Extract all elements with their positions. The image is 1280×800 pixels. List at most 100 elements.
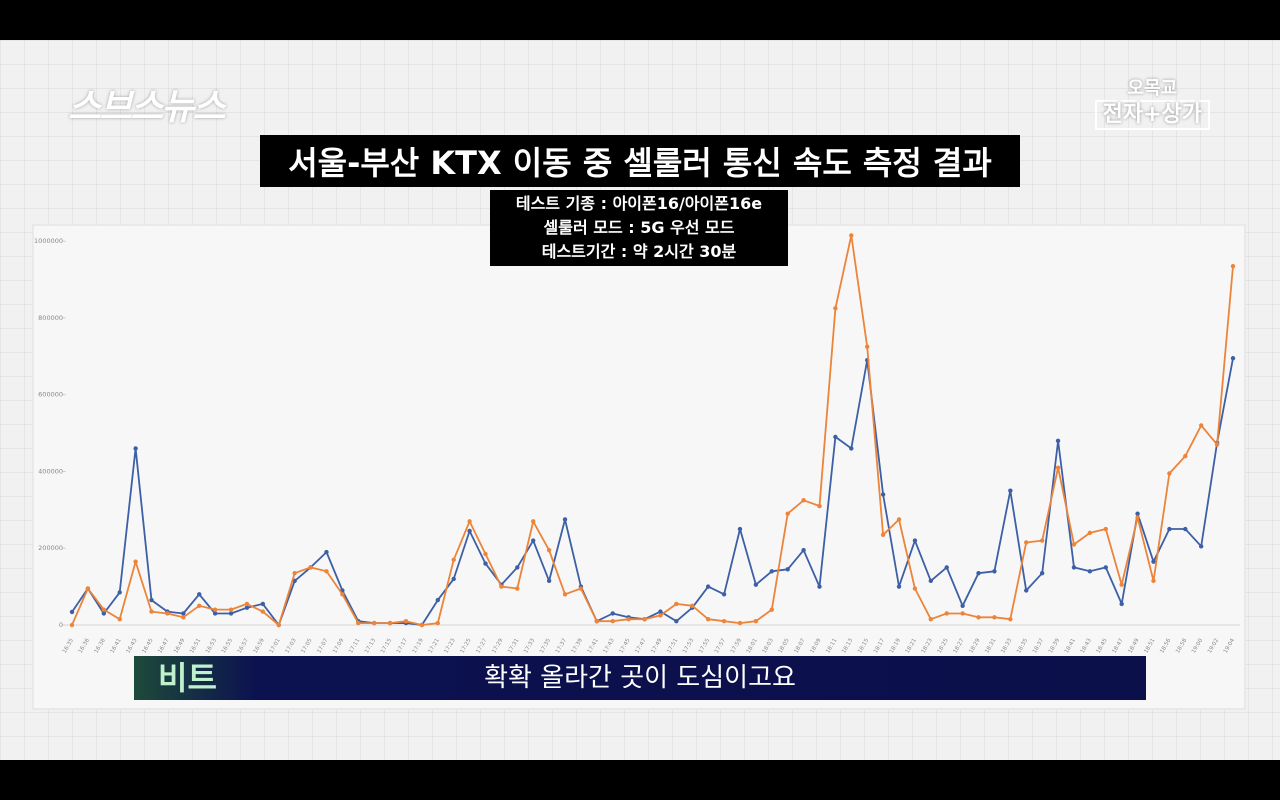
data-point (340, 592, 345, 597)
data-point (546, 578, 552, 584)
data-point (499, 584, 504, 589)
series-line (71, 358, 1234, 626)
data-point (562, 517, 568, 522)
data-point (737, 620, 743, 626)
data-point (1183, 526, 1188, 532)
data-point (1055, 465, 1061, 470)
data-point (1198, 423, 1204, 428)
data-point (896, 584, 902, 589)
data-point (260, 601, 266, 607)
subtitle-line: 테스트기간 : 약 2시간 30분 (541, 242, 737, 261)
caption-bar: 확확 올라간 곳이 도심이고요 비트 (134, 656, 1146, 700)
data-point (101, 611, 107, 616)
data-point (960, 603, 965, 609)
data-point (260, 609, 266, 614)
data-point (165, 611, 170, 616)
data-point (880, 492, 886, 497)
data-point (133, 446, 138, 451)
corner-top: 오목교 (1127, 78, 1178, 99)
data-point (785, 567, 790, 572)
data-point (769, 569, 774, 574)
data-point (944, 611, 949, 616)
data-point (849, 233, 854, 238)
data-point (1230, 356, 1236, 361)
data-point (801, 498, 806, 503)
data-point (674, 618, 679, 624)
data-point (721, 618, 727, 624)
y-tick-label: 800000 (38, 314, 63, 322)
data-point (1167, 526, 1172, 532)
data-point (1055, 438, 1061, 443)
data-point (371, 620, 377, 626)
data-point (1071, 542, 1077, 547)
data-point (85, 586, 91, 591)
y-tick-label: 600000 (38, 391, 63, 399)
data-point (515, 586, 520, 591)
data-point (849, 446, 854, 451)
data-point (562, 592, 568, 597)
data-point (1151, 559, 1156, 564)
data-point (912, 586, 918, 591)
data-point (1214, 442, 1220, 447)
data-point (69, 622, 75, 628)
data-point (944, 565, 949, 570)
data-point (324, 549, 329, 555)
data-point (865, 344, 870, 349)
data-point (976, 615, 981, 620)
data-point (833, 306, 838, 311)
data-point (387, 620, 393, 626)
data-point (117, 590, 122, 595)
data-point (1135, 511, 1140, 516)
data-point (356, 620, 361, 626)
data-point (992, 569, 997, 574)
data-point (1071, 565, 1077, 570)
data-point (912, 538, 918, 543)
data-point (117, 617, 122, 622)
data-point (531, 538, 536, 543)
data-point (1087, 569, 1093, 574)
data-point (1008, 617, 1013, 622)
data-point (1230, 263, 1236, 269)
data-point (276, 622, 281, 628)
data-point (181, 615, 186, 620)
data-point (1198, 544, 1204, 549)
data-point (642, 617, 647, 622)
data-point (1119, 601, 1124, 607)
data-point (1008, 488, 1013, 493)
data-point (1039, 538, 1045, 543)
chart-panel (32, 224, 1246, 710)
data-point (101, 607, 107, 612)
data-point (992, 615, 997, 620)
data-point (928, 578, 934, 584)
data-point (1039, 570, 1045, 576)
data-point (753, 618, 759, 624)
data-point (928, 617, 934, 622)
data-point (244, 601, 250, 607)
data-point (515, 565, 520, 570)
data-point (769, 607, 774, 612)
data-point (435, 597, 440, 603)
data-point (181, 611, 186, 616)
data-point (212, 611, 218, 616)
data-point (435, 620, 440, 626)
data-point (1183, 453, 1188, 459)
data-point (197, 592, 202, 597)
data-point (483, 561, 488, 566)
data-point (817, 584, 822, 589)
data-point (960, 611, 965, 616)
data-point (467, 528, 472, 534)
data-point (1103, 526, 1108, 532)
data-point (451, 557, 456, 562)
speaker: 비트 (158, 659, 217, 697)
y-tick-label: 400000 (38, 467, 63, 475)
data-point (610, 611, 615, 616)
data-point (721, 592, 727, 597)
y-tick-label: 200000 (38, 544, 63, 552)
data-point (1087, 530, 1093, 536)
subtitle-line: 테스트 기종 : 아이폰16/아이폰16e (515, 194, 763, 213)
data-point (594, 618, 600, 624)
data-point (610, 618, 615, 624)
data-point (419, 622, 425, 628)
